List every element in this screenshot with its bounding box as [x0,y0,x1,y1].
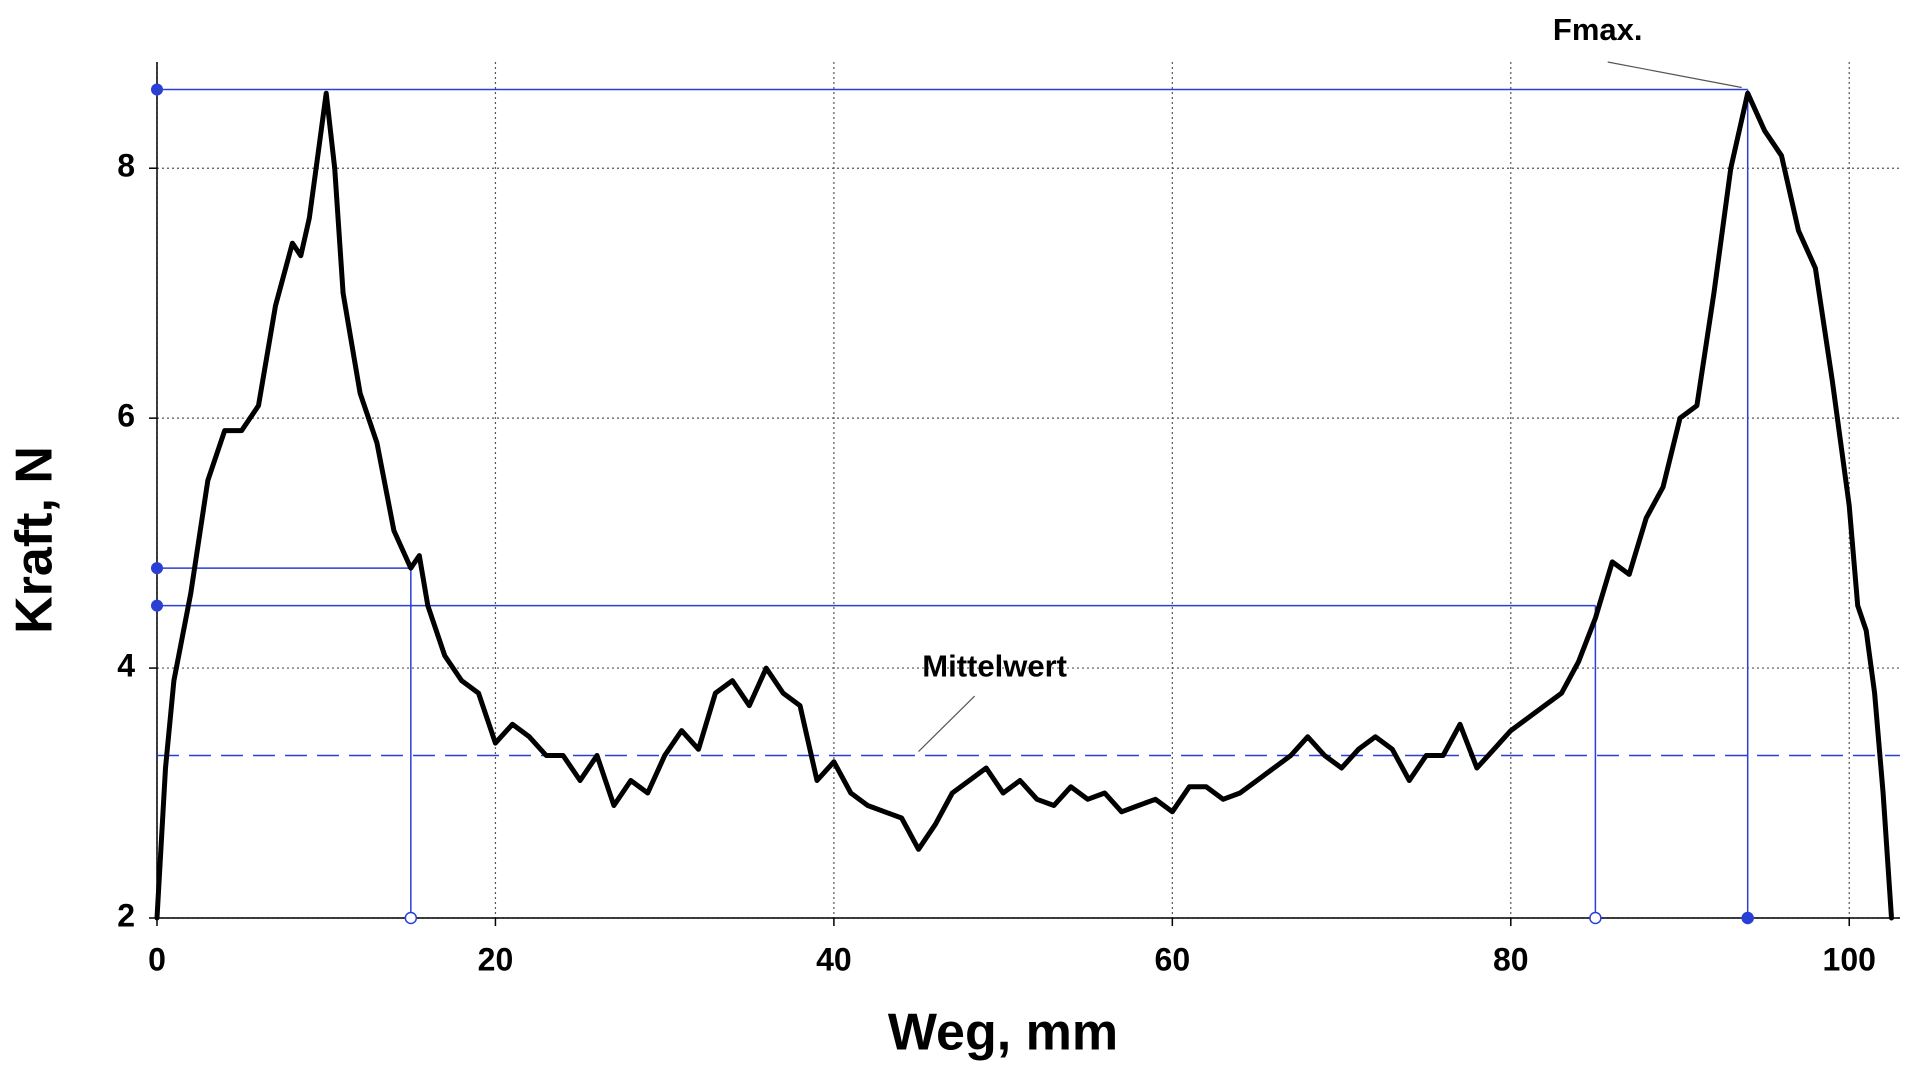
ref-label: Fmax. [1553,12,1643,47]
x-tick-label: 0 [148,941,166,977]
y-tick-label: 2 [117,897,135,933]
x-tick-label: 100 [1823,941,1876,977]
ref-x-dot [1589,911,1602,925]
ref-x-dot [1741,911,1754,925]
x-tick-label: 60 [1155,941,1191,977]
ref-y-dot [151,599,163,612]
mean-label: Mittelwert [922,648,1067,683]
y-axis-title: Kraft, N [6,446,64,634]
y-tick-label: 6 [117,398,135,434]
ref-y-dot [151,562,163,575]
ref-leader [1607,61,1742,89]
x-tick-label: 20 [478,941,514,977]
mean-leader [918,695,976,752]
x-tick-label: 40 [816,941,852,977]
x-tick-label: 80 [1493,941,1529,977]
x-axis-title: Weg, mm [888,1004,1118,1062]
y-tick-label: 4 [117,648,135,684]
ref-x-dot [404,911,418,925]
ref-y-dot [151,83,163,96]
data-line [154,90,1894,921]
y-tick-label: 8 [117,148,135,184]
